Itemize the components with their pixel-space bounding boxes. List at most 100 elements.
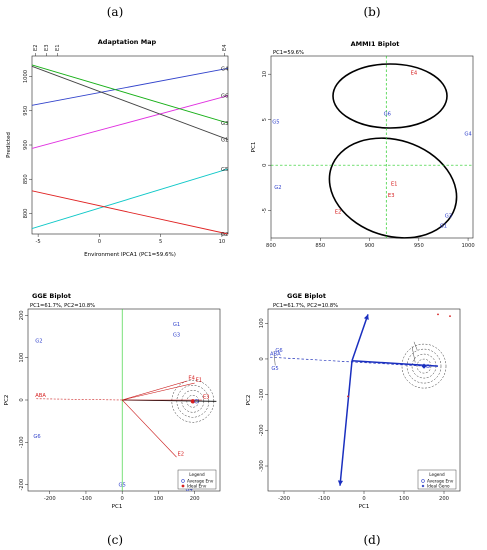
panel-a-series-line-g1 xyxy=(31,65,229,140)
panel-c-legend-title: Legend xyxy=(189,472,205,477)
panel-b-genotype-g6: G6 xyxy=(384,111,391,117)
panel-d-legend-ideal-marker xyxy=(421,484,425,488)
panel-a-top-tick-label: E1 xyxy=(55,44,61,51)
panel-c-body: ABA E4 E1 E3 E2 G1 G3 G2 G6 G5 G4 xyxy=(33,309,217,493)
panel-a-x-tick-label: 5 xyxy=(159,239,162,245)
panel-c-x-ticks: -200 -100 0 100 200 xyxy=(44,491,200,502)
panel-d-projection-line-1 xyxy=(273,351,276,366)
panel-d-arrowhead-down xyxy=(337,480,344,486)
panel-b: PC1=59.6% AMMI1 Biplot G4 G5 G6 G2 G3 G1 E4 E1 E… xyxy=(251,40,475,249)
panel-a-y-tick-label: 950 xyxy=(23,106,29,116)
panel-d-projection-line-3 xyxy=(413,341,418,351)
panel-d-y-tick-label: -100 xyxy=(259,389,265,401)
panel-a-series-label-g5: G5 xyxy=(221,167,228,173)
panel-c-environment-e4: E4 xyxy=(188,375,195,381)
panel-c-y-tick-label: 0 xyxy=(19,398,25,401)
panel-d-frame xyxy=(267,308,461,492)
panel-b-genotype-g3: G3 xyxy=(445,213,452,219)
panel-d-x-tick-label: 100 xyxy=(399,496,409,502)
panel-b-genotype-g2: G2 xyxy=(274,185,281,191)
panel-b-environment-e1: E1 xyxy=(391,181,398,187)
panel-c-environment-e2: E2 xyxy=(178,452,185,458)
panel-b-genotype-g5: G5 xyxy=(272,120,279,126)
panel-b-ylabel: PC1 xyxy=(251,142,257,153)
panel-d-red-point-2 xyxy=(449,315,451,318)
panel-c-y-tick-label: 100 xyxy=(19,353,25,363)
panel-c-y-tick-label: -200 xyxy=(19,479,25,491)
panel-a-top-tick-label: E3 xyxy=(44,44,50,51)
panel-d-ylabel: PC2 xyxy=(246,395,252,406)
panel-b-subtitle: PC1=59.6% xyxy=(273,50,304,56)
panel-c-genotype-g1: G1 xyxy=(173,322,180,328)
panel-c-ylabel: PC2 xyxy=(4,395,10,406)
panel-d-x-tick-label: -100 xyxy=(318,496,330,502)
panel-d-y-ticks: -300 -200 -100 0 100 xyxy=(259,318,268,472)
panel-label-d: (d) xyxy=(363,533,380,547)
panel-c-vector-e4 xyxy=(122,380,188,401)
panel-d-average-environment-marker xyxy=(426,364,430,368)
panel-d-stability-axis-up xyxy=(351,314,369,361)
panel-d-arrowhead-up xyxy=(363,314,369,320)
panel-a-x-tick-label: -5 xyxy=(36,239,41,245)
panel-d-legend-box xyxy=(417,469,457,490)
panel-a-series-label-g4: G4 xyxy=(221,66,229,72)
panel-b-frame xyxy=(270,55,474,239)
panel-b-points: G4 G5 G6 G2 G3 G1 E4 E1 E3 E2 xyxy=(272,70,472,229)
panel-c-legend-avg-marker xyxy=(181,479,185,483)
panel-c-vector-aba xyxy=(35,398,123,401)
panel-c-environment-aba: ABA xyxy=(35,393,46,399)
panel-b-environment-e4: E4 xyxy=(411,70,418,76)
panel-a-y-tick-label: 1000 xyxy=(23,70,29,83)
panel-a-y-tick-label: 800 xyxy=(23,209,29,219)
panel-b-y-tick-label: -5 xyxy=(262,208,268,213)
panel-c-legend-entry-2: Ideal Env xyxy=(187,484,207,489)
panel-d: GGE Biplot PC1=61.7%, PC2=10.8% ABAG6G5 … xyxy=(246,292,461,510)
panel-a-top-tick-label: E4 xyxy=(222,44,228,51)
panel-a-series-line-g2 xyxy=(31,190,229,235)
panel-c-legend-ideal-marker xyxy=(181,484,185,488)
panel-c-x-tick-label: 200 xyxy=(190,496,200,502)
panel-d-red-point-1 xyxy=(437,313,439,316)
panel-d-dashed-axis xyxy=(269,356,425,367)
panel-b-y-tick-label: 0 xyxy=(262,164,268,167)
panel-a-series-label-g6: G6 xyxy=(221,94,228,100)
panel-a-series-line-g5 xyxy=(31,168,229,229)
panel-a-lines: G4 G6 G3 G1 G5 G2 xyxy=(31,64,229,238)
panel-b-x-tick-label: 850 xyxy=(315,243,325,249)
panel-a-y-tick-label: 900 xyxy=(23,140,29,150)
panel-c-y-ticks: -200 -100 0 100 200 xyxy=(19,310,28,491)
panel-c-xlabel: PC1 xyxy=(112,504,123,510)
panel-c-vector-e1 xyxy=(122,382,195,401)
panel-c-legend: Legend Average Env Ideal Env xyxy=(177,469,217,490)
panel-label-a: (a) xyxy=(107,5,124,19)
panel-a-series-line-g6 xyxy=(31,95,229,149)
panel-a-x-tick-label: 10 xyxy=(219,239,226,245)
panel-a-xlabel: Environment IPCA1 (PC1=59.6%) xyxy=(84,252,176,258)
panel-c-x-tick-label: 100 xyxy=(153,496,163,502)
panel-b-environment-e3: E3 xyxy=(388,193,395,199)
panel-a-series-line-g3 xyxy=(31,64,229,124)
panel-a-ylabel: Predicted xyxy=(6,132,12,158)
panel-d-projection-line-2 xyxy=(411,346,416,363)
panel-a-y-tick-label: 850 xyxy=(23,174,29,184)
panel-b-genotype-g1: G1 xyxy=(440,223,447,229)
panel-a-series-label-g3: G3 xyxy=(221,121,228,127)
panel-c-x-tick-label: 0 xyxy=(121,496,124,502)
panel-b-reference-lines xyxy=(271,56,473,238)
panel-b-genotype-g4: G4 xyxy=(464,131,472,137)
panel-b-y-tick-label: 5 xyxy=(262,118,268,121)
panel-b-x-tick-label: 800 xyxy=(266,243,276,249)
panel-label-c: (c) xyxy=(107,533,123,547)
panel-c-legend-entry-1: Average Env xyxy=(187,479,214,484)
panel-d-genotype-g6: G6 xyxy=(275,348,282,354)
panel-d-y-tick-label: -300 xyxy=(259,460,265,472)
panel-d-environment-aba: ABA xyxy=(270,352,281,358)
panel-a-series-label-g1: G1 xyxy=(221,138,228,144)
panel-a: Adaptation Map E2 E3 E1 E4 G4 G6 G3 G1 G5 G2 -5 0… xyxy=(6,38,229,258)
panel-b-x-ticks: 800 850 900 950 1000 xyxy=(266,238,475,249)
panel-a-top-tick-label: E2 xyxy=(33,44,39,51)
panel-c-genotype-g6: G6 xyxy=(33,434,40,440)
panel-b-x-tick-label: 1000 xyxy=(461,243,474,249)
panel-d-x-ticks: -200 -100 0 100 200 xyxy=(278,491,449,502)
